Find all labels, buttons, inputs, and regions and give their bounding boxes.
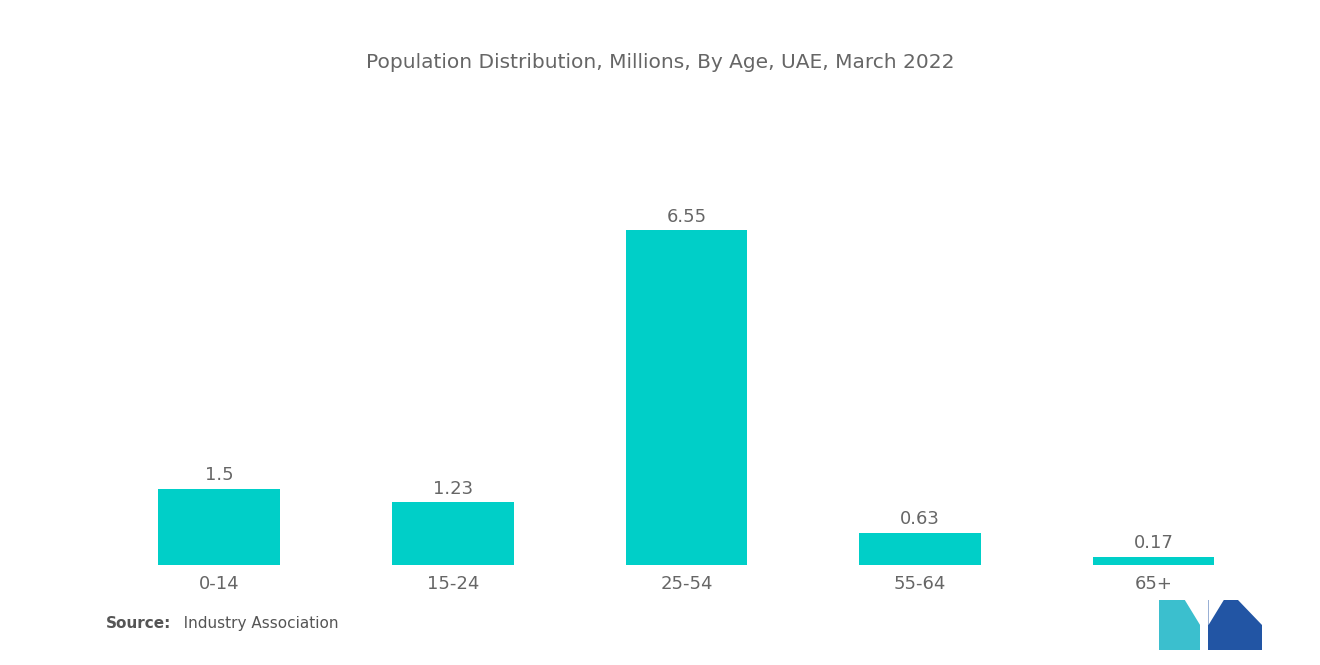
Text: Source:: Source:: [106, 616, 172, 632]
Bar: [626, 230, 747, 565]
Text: 1.23: 1.23: [433, 479, 473, 497]
Polygon shape: [1209, 600, 1262, 650]
Text: Industry Association: Industry Association: [169, 616, 338, 632]
Polygon shape: [1209, 600, 1224, 625]
Text: 6.55: 6.55: [667, 207, 706, 225]
Text: 0.17: 0.17: [1134, 534, 1173, 552]
Text: 0.63: 0.63: [900, 511, 940, 529]
Text: 1.5: 1.5: [205, 466, 234, 484]
Bar: [1093, 557, 1214, 565]
Bar: [158, 489, 280, 565]
Polygon shape: [1238, 600, 1262, 625]
Bar: [392, 502, 513, 565]
Polygon shape: [1159, 600, 1200, 650]
Text: Population Distribution, Millions, By Age, UAE, March 2022: Population Distribution, Millions, By Ag…: [366, 53, 954, 72]
Bar: [859, 533, 981, 565]
Polygon shape: [1159, 600, 1200, 625]
